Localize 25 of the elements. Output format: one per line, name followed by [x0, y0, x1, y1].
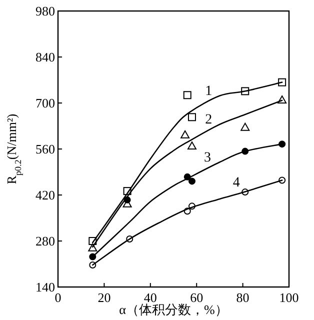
point	[88, 243, 98, 252]
series-label: 4	[232, 175, 240, 190]
y-tick-label: 280	[36, 234, 55, 248]
x-tick-label: 100	[279, 290, 299, 305]
point	[183, 91, 192, 100]
y-tick-label: 980	[36, 4, 55, 18]
x-axis-title: α（体积分数，%）	[119, 302, 228, 317]
point	[240, 122, 250, 131]
x-tick-label: 20	[98, 290, 111, 305]
point	[180, 130, 190, 138]
x-tick-label: 40	[144, 290, 157, 305]
y-tick-label: 840	[36, 50, 55, 64]
point	[187, 142, 196, 150]
series-label: 2	[205, 112, 212, 128]
point	[188, 178, 196, 185]
x-tick-label: 60	[190, 290, 204, 305]
x-tick-label: 80	[236, 290, 250, 305]
y-tick-label: 140	[36, 280, 55, 294]
series-label: 3	[204, 150, 212, 166]
series-label: 1	[205, 84, 212, 99]
y-tick-label: 420	[36, 188, 55, 202]
y-tick-label: 560	[36, 142, 55, 156]
x-tick-label: 0	[54, 290, 62, 305]
point	[188, 113, 196, 122]
y-tick-label: 700	[36, 96, 55, 110]
